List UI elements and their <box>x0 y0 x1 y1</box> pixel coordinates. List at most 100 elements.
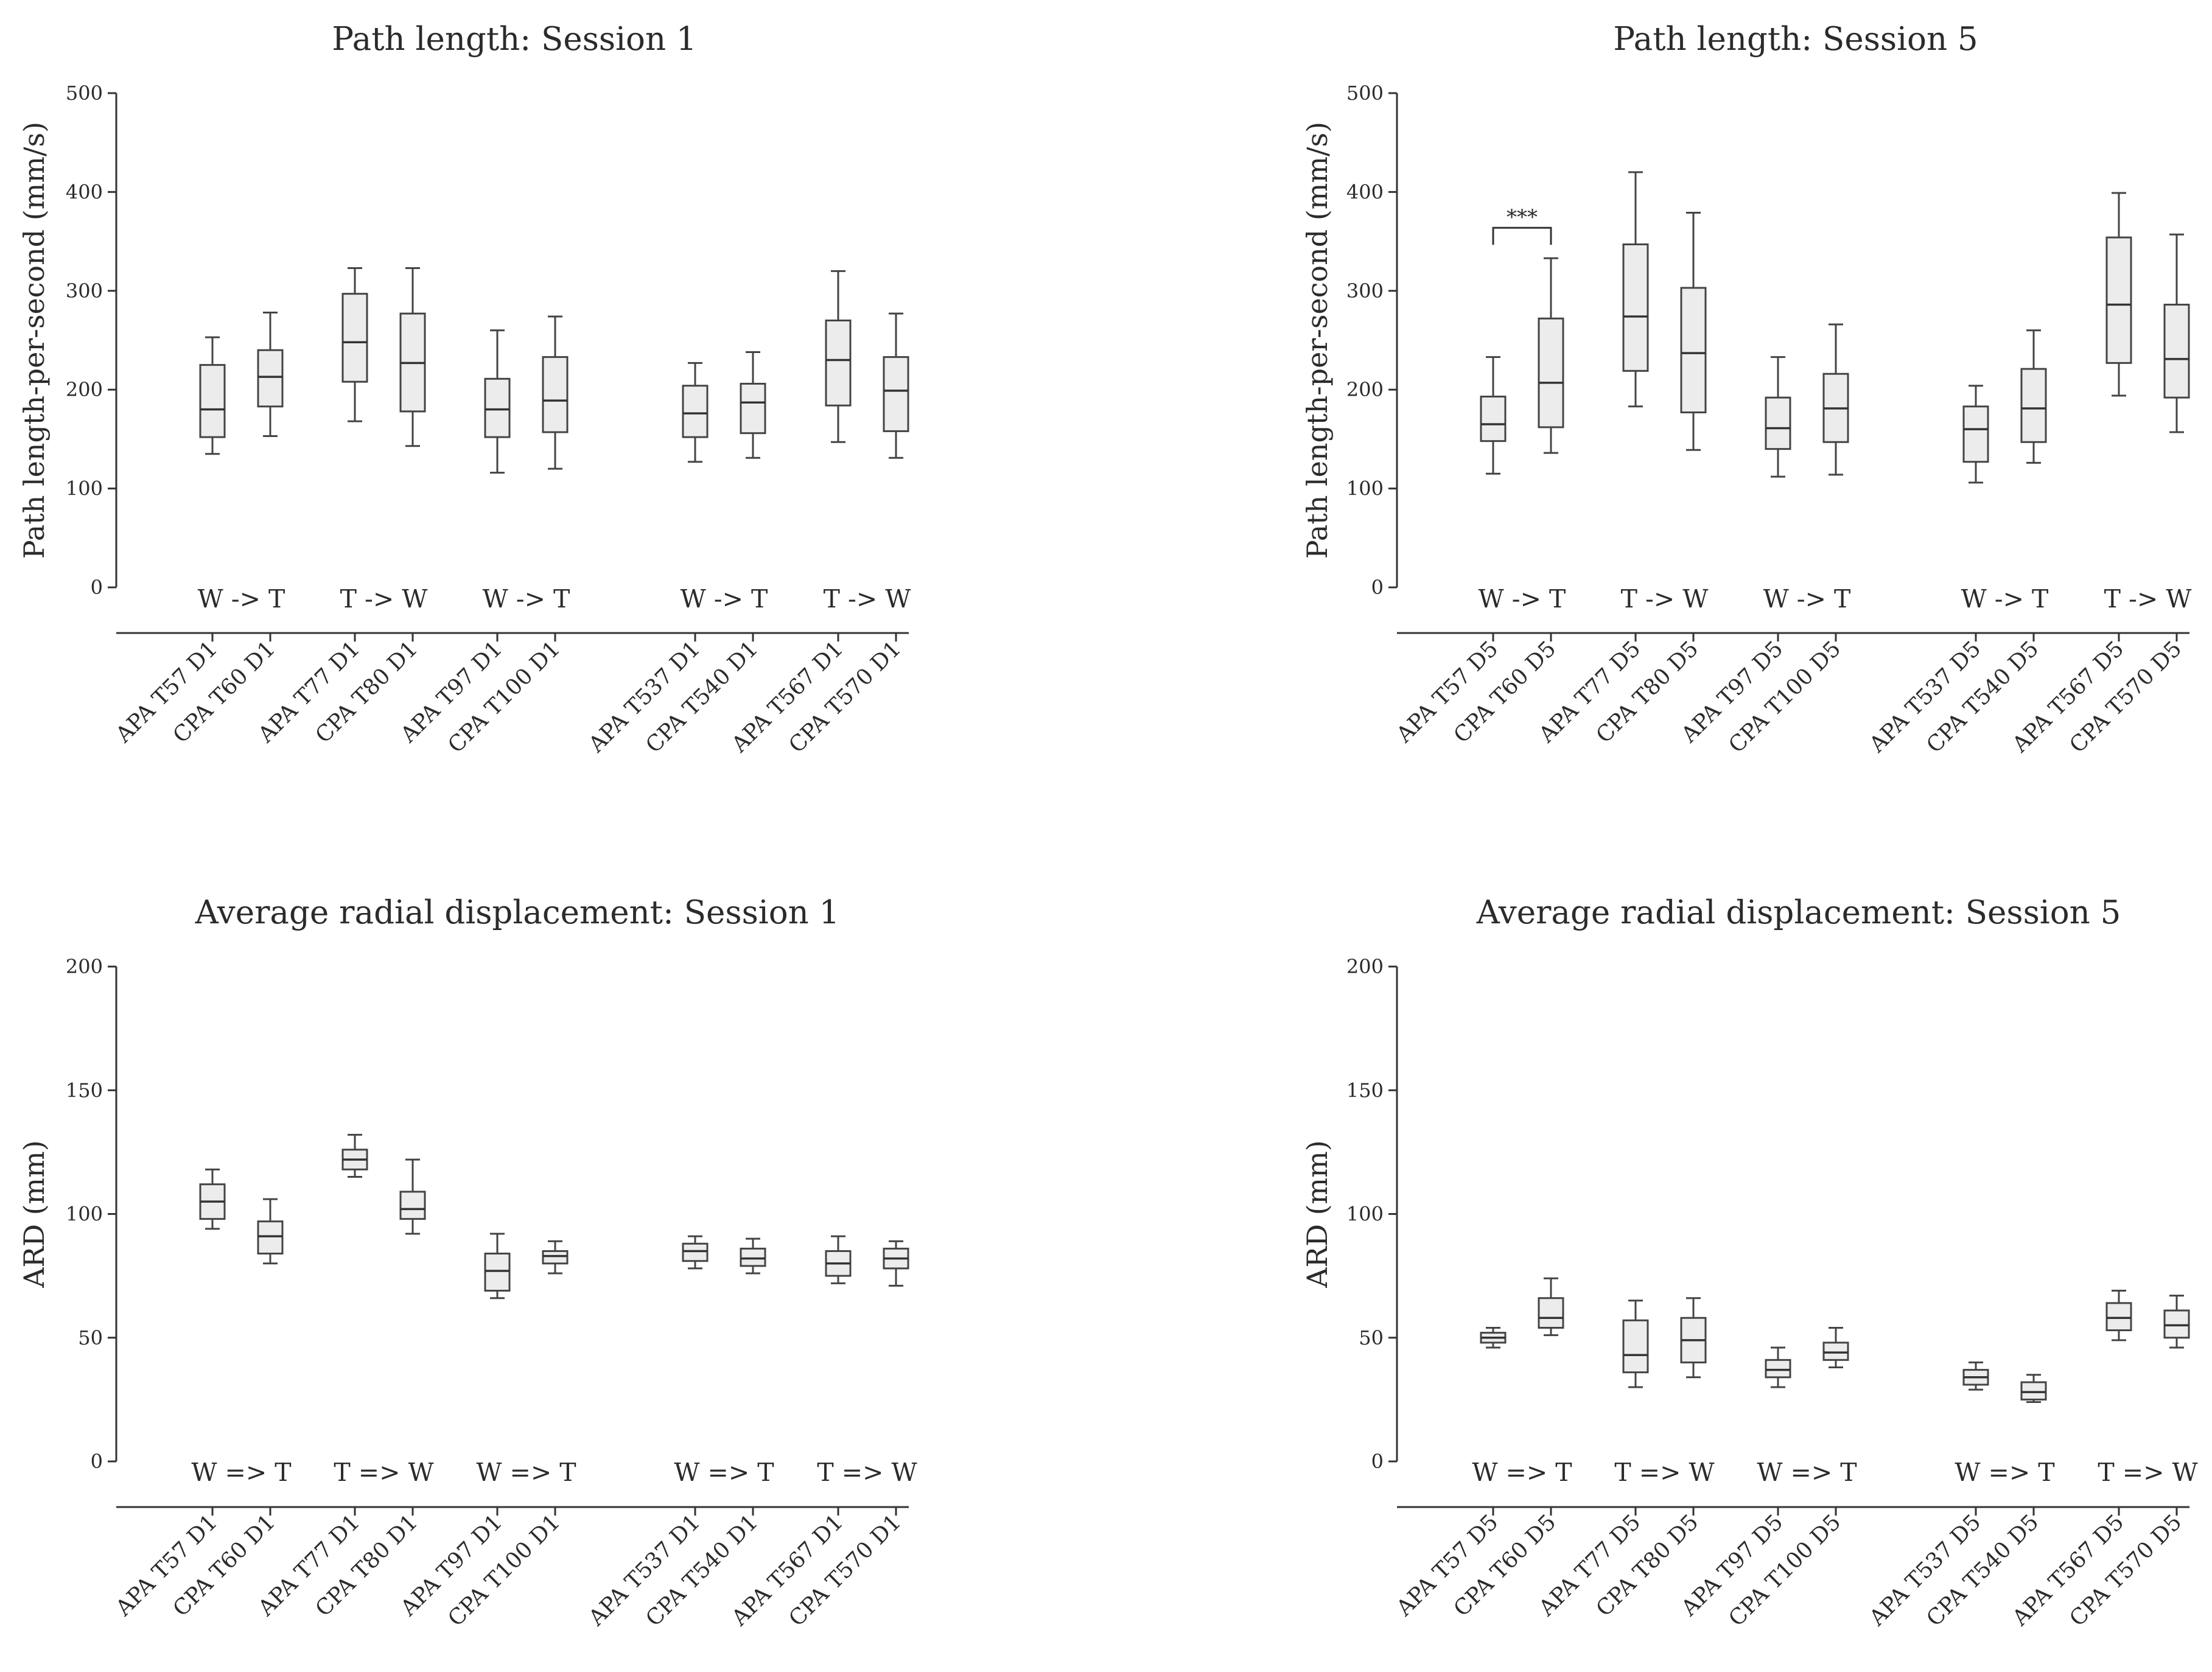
iqr-box <box>542 356 569 433</box>
y-tick-label: 400 <box>1346 180 1384 203</box>
y-tick-label: 0 <box>91 576 103 599</box>
iqr-box <box>825 320 852 407</box>
box-cpa-t100-d5 <box>1822 1326 1849 1369</box>
iqr-box <box>2105 1302 2132 1332</box>
x-category-label: APA T57 D1 <box>111 1509 222 1621</box>
box-cpa-t540-d5 <box>2020 1374 2047 1403</box>
box-cpa-t570-d1 <box>883 1240 909 1287</box>
iqr-box <box>1822 1341 1849 1361</box>
box-cpa-t570-d1 <box>883 312 909 459</box>
iqr-box <box>257 1220 284 1255</box>
group-label: T -> W <box>340 584 429 614</box>
y-axis-label: Path length-per-second (mm/s) <box>18 122 51 559</box>
group-label: W -> T <box>1479 584 1566 614</box>
group-label: W -> T <box>483 584 570 614</box>
box-apa-t97-d5 <box>1765 356 1791 478</box>
group-label: T => W <box>817 1458 917 1487</box>
box-cpa-t100-d5 <box>1822 323 1849 476</box>
iqr-box <box>484 377 511 438</box>
iqr-box <box>1765 396 1791 450</box>
iqr-box <box>1538 317 1564 428</box>
significance-label: *** <box>1507 205 1538 229</box>
box-apa-t567-d5 <box>2105 1290 2132 1341</box>
iqr-box <box>1622 243 1649 372</box>
iqr-box <box>2163 304 2190 399</box>
y-tick-label: 100 <box>1346 477 1384 500</box>
box-apa-t97-d1 <box>484 1233 511 1299</box>
box-cpa-t80-d5 <box>1680 1297 1707 1379</box>
box-apa-t537-d1 <box>682 362 709 463</box>
chart-panel-4: Average radial displacement: Session 5 AR… <box>1301 894 2198 1631</box>
box-apa-t77-d1 <box>341 1133 368 1178</box>
box-cpa-t60-d1 <box>257 312 284 438</box>
box-apa-t77-d5 <box>1622 1299 1649 1388</box>
y-tick-label: 300 <box>1346 279 1384 303</box>
y-tick-label: 500 <box>1346 82 1384 105</box>
y-tick-label: 50 <box>78 1326 103 1349</box>
x-category-label: APA T57 D5 <box>1391 636 1503 747</box>
group-label: W => T <box>1472 1458 1572 1487</box>
box-cpa-t100-d1 <box>542 1240 569 1275</box>
group-label: T => W <box>1614 1458 1715 1487</box>
box-apa-t567-d1 <box>825 1235 852 1284</box>
chart-title: Average radial displacement: Session 5 <box>1476 894 2121 931</box>
chart-panel-3: Average radial displacement: Session 1 AR… <box>18 894 917 1631</box>
group-label: T => W <box>334 1458 434 1487</box>
box-apa-t537-d1 <box>682 1235 709 1270</box>
box-cpa-t80-d1 <box>399 1158 426 1235</box>
iqr-box <box>2105 236 2132 364</box>
box-apa-t57-d1 <box>199 336 226 455</box>
box-cpa-t570-d5 <box>2163 1295 2190 1349</box>
box-cpa-t100-d1 <box>542 315 569 470</box>
iqr-box <box>883 356 909 432</box>
iqr-box <box>740 1247 766 1267</box>
group-label: W -> T <box>1763 584 1851 614</box>
y-axis-label: ARD (mm) <box>1301 1140 1334 1289</box>
y-tick-label: 100 <box>66 477 103 500</box>
box-apa-t97-d1 <box>484 329 511 474</box>
chart-title: Path length: Session 5 <box>1613 21 1978 58</box>
iqr-box <box>2020 368 2047 443</box>
box-apa-t77-d5 <box>1622 171 1649 408</box>
box-apa-t57-d1 <box>199 1168 226 1230</box>
group-label: W => T <box>1757 1458 1857 1487</box>
group-label: T => W <box>2098 1458 2198 1487</box>
y-tick-label: 300 <box>66 279 103 303</box>
box-apa-t57-d5 <box>1480 1326 1507 1349</box>
box-apa-t57-d5 <box>1480 356 1507 475</box>
y-tick-label: 150 <box>1346 1079 1384 1102</box>
box-apa-t567-d1 <box>825 270 852 443</box>
box-cpa-t60-d5 <box>1538 1277 1564 1337</box>
box-cpa-t60-d1 <box>257 1198 284 1265</box>
group-label: W -> T <box>681 584 768 614</box>
iqr-box <box>2163 1309 2190 1339</box>
box-cpa-t80-d5 <box>1680 212 1707 451</box>
box-apa-t567-d5 <box>2105 192 2132 397</box>
iqr-box <box>1480 396 1507 442</box>
significance-bracket <box>1492 226 1552 245</box>
iqr-box <box>682 1242 709 1262</box>
chart-title: Path length: Session 1 <box>332 21 696 58</box>
iqr-box <box>341 293 368 383</box>
group-label: W => T <box>1955 1458 2054 1487</box>
y-tick-label: 0 <box>91 1450 103 1473</box>
iqr-box <box>2020 1381 2047 1401</box>
iqr-box <box>740 382 766 435</box>
iqr-box <box>1622 1319 1649 1374</box>
box-cpa-t540-d5 <box>2020 329 2047 464</box>
box-cpa-t540-d1 <box>740 1237 766 1275</box>
y-tick-label: 150 <box>66 1079 103 1102</box>
group-label: W => T <box>674 1458 774 1487</box>
y-tick-label: 200 <box>1346 378 1384 401</box>
y-tick-label: 200 <box>66 955 103 978</box>
chart-panels: Path length: Session 1 Path length-per-se… <box>18 21 2198 1631</box>
y-tick-label: 100 <box>1346 1203 1384 1226</box>
iqr-box <box>1538 1297 1564 1329</box>
group-label: T -> W <box>2104 584 2193 614</box>
y-tick-label: 100 <box>66 1203 103 1226</box>
y-tick-label: 200 <box>66 378 103 401</box>
iqr-box <box>1680 287 1707 414</box>
group-label: W => T <box>476 1458 576 1487</box>
group-label: T -> W <box>824 584 912 614</box>
